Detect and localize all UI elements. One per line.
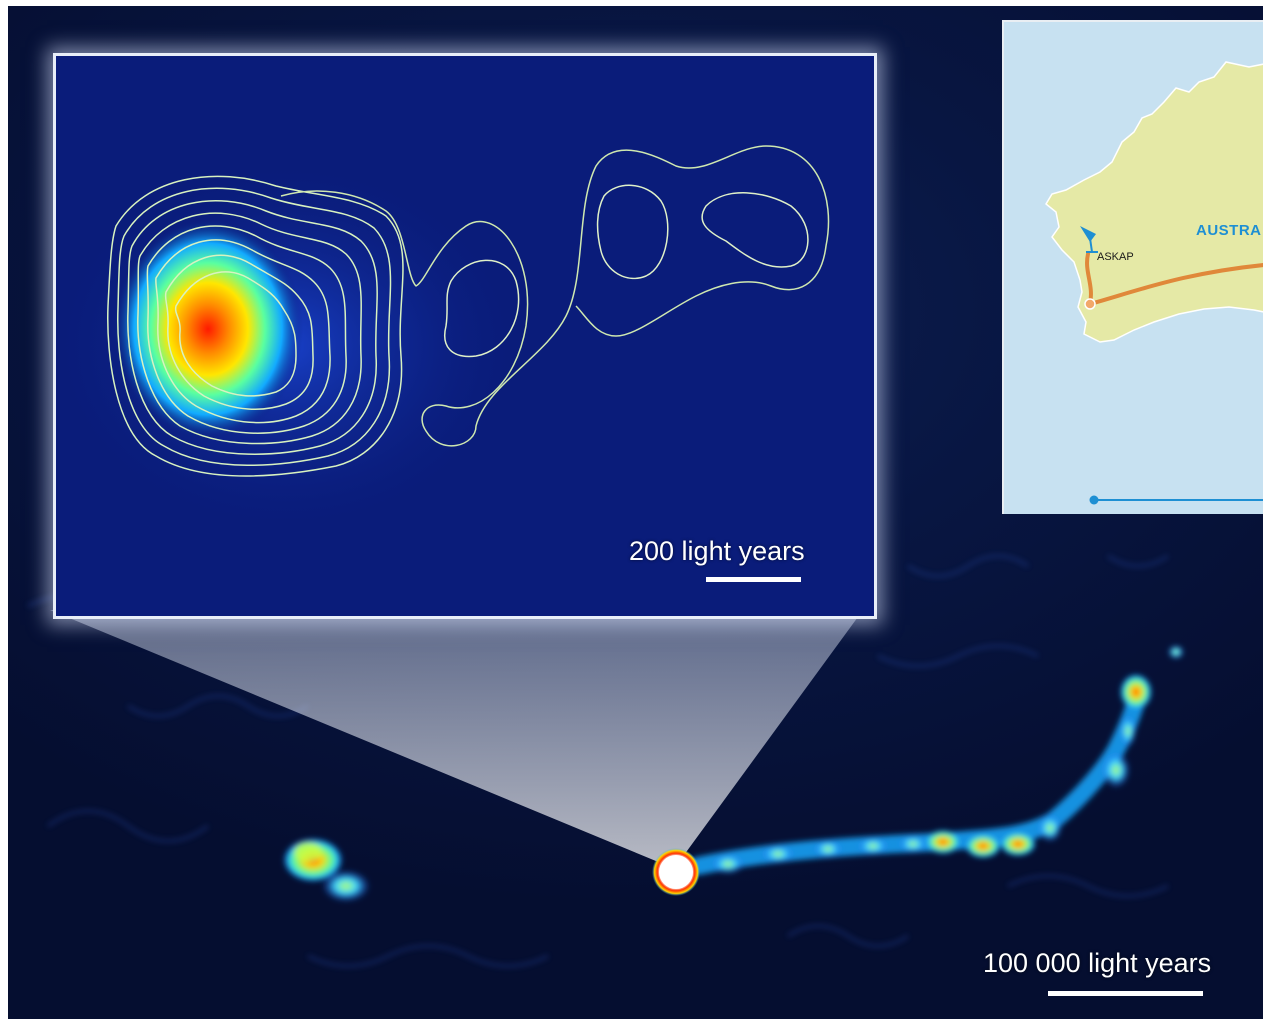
radio-sky <box>27 444 1184 968</box>
west-lobe <box>283 838 370 902</box>
inset-hotspot <box>113 219 303 439</box>
inset-scale-bar <box>706 577 801 582</box>
inset-contour-map <box>56 56 874 616</box>
australia-map <box>1045 61 1263 505</box>
askap-label: ASKAP <box>1097 251 1134 263</box>
main-scale-label: 100 000 light years <box>983 948 1212 978</box>
radio-dish-icon <box>1080 226 1098 253</box>
zoom-beam <box>50 610 863 866</box>
australia-landmass <box>1045 61 1263 343</box>
radio-image-frame: 200 light years 100 000 light years ASKA… <box>8 6 1263 1019</box>
inset-scale-label: 200 light years <box>629 536 805 566</box>
main-scale-bar <box>1048 991 1203 996</box>
location-map: ASKAP AUSTRA <box>1002 20 1263 514</box>
east-jet <box>689 645 1184 875</box>
country-label: AUSTRA <box>1196 222 1262 239</box>
inset-zoom-panel: 200 light years <box>53 53 877 619</box>
